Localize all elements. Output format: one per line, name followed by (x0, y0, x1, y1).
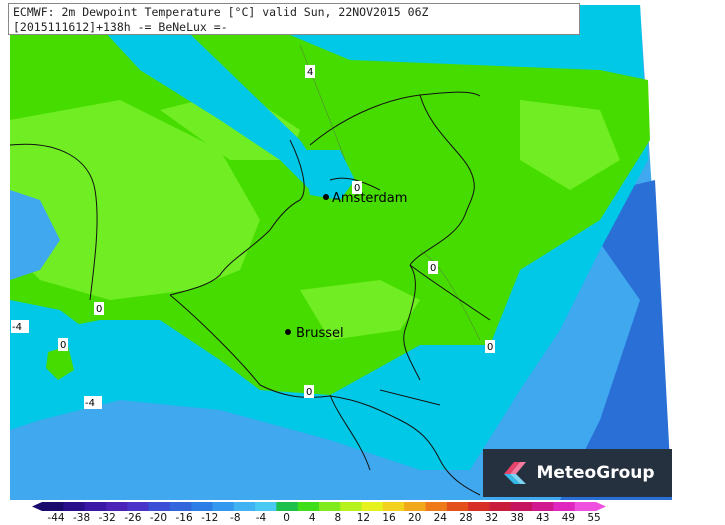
legend-arrow-left (32, 502, 42, 511)
legend-swatch (510, 502, 533, 511)
contour-label: 0 (487, 342, 493, 353)
legend-swatch (84, 502, 107, 511)
city-label: Amsterdam (332, 191, 407, 206)
meteogroup-logo-text: MeteoGroup (536, 463, 655, 483)
legend-tick-label: 24 (433, 512, 447, 524)
legend-tick-label: 16 (382, 512, 396, 524)
map-region-ijsselmeer (300, 150, 355, 200)
legend-swatch (42, 502, 64, 511)
contour-label: 0 (96, 304, 102, 315)
contour-label: 0 (306, 387, 312, 398)
legend-swatch (276, 502, 299, 511)
legend-swatch (404, 502, 427, 511)
legend-swatch (489, 502, 512, 511)
contour-label: -4 (85, 398, 95, 409)
map-region-west-blue (10, 190, 60, 280)
legend-tick-label: 32 (484, 512, 499, 524)
legend-tick-label: 49 (561, 512, 576, 524)
map-region-small-green-island (46, 346, 74, 380)
legend-swatch (446, 502, 469, 511)
coastline-borders (9, 91, 491, 496)
legend-tick-label: 12 (356, 512, 371, 524)
map-region-coastal-blue (80, 5, 320, 190)
legend-swatch (127, 502, 150, 511)
contour-lines (299, 44, 481, 341)
legend-tick-label: 20 (408, 512, 422, 524)
map-region-dark-blue (560, 180, 672, 500)
contour-label: 0 (430, 263, 436, 274)
contour-label: 0 (60, 340, 66, 351)
legend-swatch (574, 502, 597, 511)
legend-swatch (340, 502, 363, 511)
city-brussel: Brussel (285, 326, 344, 341)
legend-tick-label: 28 (459, 512, 473, 524)
legend-tick-label: -26 (124, 512, 142, 524)
legend-swatch (148, 502, 171, 511)
contour-label: 4 (307, 67, 313, 78)
legend-swatch (169, 502, 192, 511)
map-title-line2: [2015111612]+138h -= BeNeLux =- (13, 20, 228, 34)
city-label: Brussel (296, 326, 344, 341)
legend-swatch (319, 502, 341, 511)
legend-tick-label: 0 (283, 512, 290, 524)
map-region-light-green-east (520, 100, 620, 190)
contour-label: -4 (12, 322, 22, 333)
legend-tick-labels: -44 -38 -32 -26 -20 -16 -12 -8 -4 0 4 8 12 16 20 24 28 32… (0, 512, 725, 525)
legend-tick-label: 38 (510, 512, 524, 524)
legend-tick-label: -32 (98, 512, 116, 524)
legend-tick-label: -44 (47, 512, 65, 524)
legend-swatch (105, 502, 128, 511)
legend-swatch (255, 502, 277, 511)
legend-swatch (382, 502, 405, 511)
legend-tick-label: -4 (255, 512, 267, 524)
city-amsterdam: Amsterdam (323, 191, 407, 206)
map-title-line1: ECMWF: 2m Dewpoint Temperature [°C] vali… (13, 5, 429, 19)
legend-swatch (468, 502, 490, 511)
legend-swatch (63, 502, 86, 511)
meteogroup-logo-icon (504, 462, 527, 484)
legend-tick-label: -12 (201, 512, 219, 524)
legend-arrow-right (596, 502, 606, 511)
legend-swatch (532, 502, 554, 511)
legend-swatch (212, 502, 235, 511)
legend-swatch (553, 502, 576, 511)
color-legend-bar (32, 502, 606, 511)
legend-tick-label: 43 (536, 512, 550, 524)
legend-tick-label: -8 (230, 512, 241, 524)
contour-label: 0 (354, 183, 360, 194)
legend-tick-label: -16 (175, 512, 193, 524)
legend-swatch (233, 502, 256, 511)
map-title: ECMWF: 2m Dewpoint Temperature [°C] vali… (8, 3, 580, 35)
city-marker-icon (285, 329, 291, 335)
legend-swatch (297, 502, 320, 511)
city-marker-icon (323, 194, 329, 200)
legend-tick-label: -20 (149, 512, 168, 524)
map-region-light-green-south (300, 280, 420, 340)
legend-tick-label: 55 (587, 512, 601, 524)
legend-swatch (361, 502, 384, 511)
legend-tick-label: 8 (334, 512, 342, 524)
legend-tick-label: -38 (73, 512, 91, 524)
legend-tick-label: 4 (308, 512, 316, 524)
map-region-light-green-west (10, 100, 260, 300)
legend-swatch (425, 502, 448, 511)
meteogroup-logo: MeteoGroup (483, 449, 672, 497)
contour-value-labels: 4 0 0 0 0 0 0 -4 -4 (11, 65, 495, 409)
legend-swatch (191, 502, 213, 511)
